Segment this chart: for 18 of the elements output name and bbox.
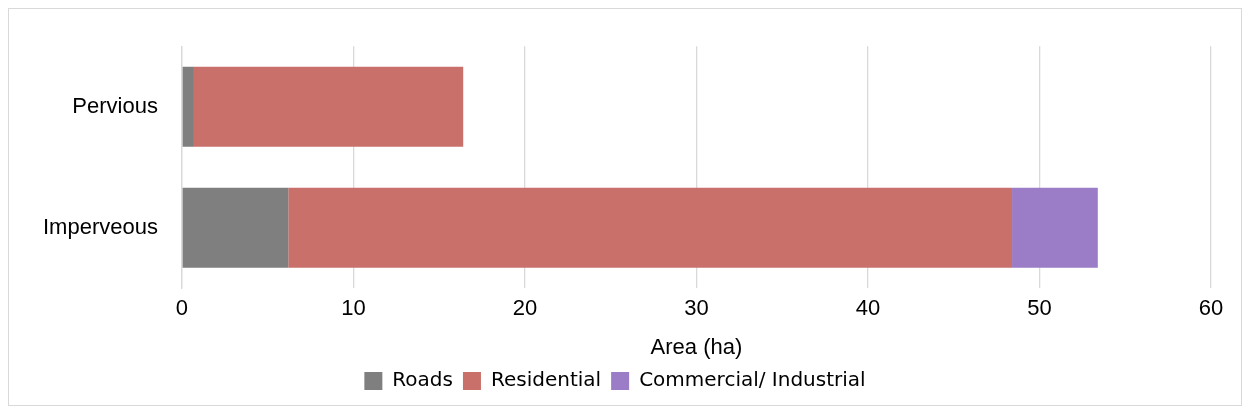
x-tick-label: 20 [512,295,538,321]
x-tick-label: 10 [341,295,366,321]
x-tick-label: 30 [684,295,709,321]
x-tick-label: 60 [1198,295,1224,321]
x-tick-label: 40 [855,295,881,321]
bar [182,187,289,268]
bar [288,187,1013,268]
x-tick-label: 0 [175,295,189,321]
x-axis-title: Area (ha) [650,333,743,359]
legend-label: Residential [490,367,602,392]
bar [182,66,194,147]
x-tick-label: 50 [1027,295,1052,321]
y-tick-label: Pervious [72,92,158,118]
legend-label: Commercial/ Industrial [639,367,866,392]
y-tick-label: Imperveous [42,213,158,239]
bar [1012,187,1098,268]
bar [193,66,464,147]
legend-label: Roads [392,367,453,392]
